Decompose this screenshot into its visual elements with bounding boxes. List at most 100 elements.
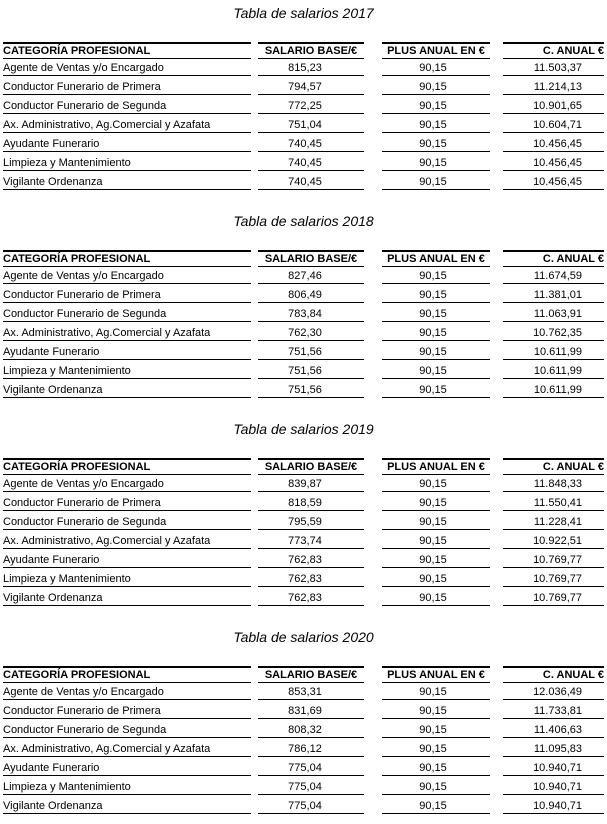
table-cell: 751,04 <box>258 118 364 133</box>
table-cell: 808,32 <box>258 723 364 738</box>
table-cell: 90,15 <box>382 761 490 776</box>
table-cell: 818,59 <box>258 496 364 511</box>
table-cell: 90,15 <box>382 383 490 398</box>
table-cell: 806,49 <box>258 288 364 303</box>
table-cell: 90,15 <box>382 364 490 379</box>
table-cell: 10.940,71 <box>503 761 604 776</box>
table-cell: Ayudante Funerario <box>3 345 251 360</box>
table-title: Tabla de salarios 2018 <box>233 213 374 229</box>
table-cell: 11.228,41 <box>503 515 604 530</box>
table-cell: 11.848,33 <box>503 477 604 492</box>
table-cell: 90,15 <box>382 742 490 757</box>
table-cell: 10.769,77 <box>503 553 604 568</box>
column-header: SALARIO BASE/€ <box>258 666 364 683</box>
table-cell: 783,84 <box>258 307 364 322</box>
table-cell: Agente de Ventas y/o Encargado <box>3 269 251 284</box>
table-cell: 90,15 <box>382 496 490 511</box>
table-cell: 90,15 <box>382 515 490 530</box>
table-cell: Vigilante Ordenanza <box>3 175 251 190</box>
table-cell: 90,15 <box>382 288 490 303</box>
table-cell: 751,56 <box>258 345 364 360</box>
table-cell: 740,45 <box>258 137 364 152</box>
table-title: Tabla de salarios 2019 <box>233 421 374 437</box>
table-cell: 90,15 <box>382 572 490 587</box>
table-cell: Ax. Administrativo, Ag.Comercial y Azafa… <box>3 742 251 757</box>
table-cell: 815,23 <box>258 61 364 76</box>
table-cell: 740,45 <box>258 156 364 171</box>
table-cell: 795,59 <box>258 515 364 530</box>
column-header: C. ANUAL € <box>503 42 604 59</box>
table-cell: 90,15 <box>382 704 490 719</box>
column-header: C. ANUAL € <box>503 458 604 475</box>
table-cell: Conductor Funerario de Primera <box>3 496 251 511</box>
table-cell: 794,57 <box>258 80 364 95</box>
table-cell: 751,56 <box>258 383 364 398</box>
table-cell: Conductor Funerario de Segunda <box>3 723 251 738</box>
table-cell: 90,15 <box>382 477 490 492</box>
table-cell: 740,45 <box>258 175 364 190</box>
table-cell: 11.406,63 <box>503 723 604 738</box>
table-cell: 90,15 <box>382 799 490 814</box>
column-header: PLUS ANUAL EN € <box>382 458 490 475</box>
table-cell: 90,15 <box>382 61 490 76</box>
column-header: SALARIO BASE/€ <box>258 42 364 59</box>
table-cell: Vigilante Ordenanza <box>3 591 251 606</box>
table-cell: Limpieza y Mantenimiento <box>3 572 251 587</box>
table-cell: Vigilante Ordenanza <box>3 799 251 814</box>
column-header: C. ANUAL € <box>503 250 604 267</box>
table-cell: 751,56 <box>258 364 364 379</box>
column-header: CATEGORÍA PROFESIONAL <box>3 458 251 475</box>
table-cell: Ax. Administrativo, Ag.Comercial y Azafa… <box>3 534 251 549</box>
table-cell: 10.922,51 <box>503 534 604 549</box>
table-cell: Ax. Administrativo, Ag.Comercial y Azafa… <box>3 118 251 133</box>
table-cell: 10.611,99 <box>503 364 604 379</box>
table-cell: Agente de Ventas y/o Encargado <box>3 61 251 76</box>
table-cell: Conductor Funerario de Primera <box>3 704 251 719</box>
table-cell: 827,46 <box>258 269 364 284</box>
table-cell: Ayudante Funerario <box>3 553 251 568</box>
table-cell: 90,15 <box>382 307 490 322</box>
table-cell: 831,69 <box>258 704 364 719</box>
table-cell: 10.611,99 <box>503 383 604 398</box>
table-cell: Conductor Funerario de Primera <box>3 80 251 95</box>
column-header: PLUS ANUAL EN € <box>382 666 490 683</box>
table-cell: Agente de Ventas y/o Encargado <box>3 685 251 700</box>
table-cell: 11.674,59 <box>503 269 604 284</box>
table-cell: 762,30 <box>258 326 364 341</box>
table-cell: 11.095,83 <box>503 742 604 757</box>
table-cell: 90,15 <box>382 137 490 152</box>
table-cell: 11.381,01 <box>503 288 604 303</box>
table-cell: 773,74 <box>258 534 364 549</box>
table-cell: 11.214,13 <box>503 80 604 95</box>
table-cell: Limpieza y Mantenimiento <box>3 364 251 379</box>
table-cell: 775,04 <box>258 780 364 795</box>
table-cell: 90,15 <box>382 534 490 549</box>
table-cell: Conductor Funerario de Segunda <box>3 99 251 114</box>
table-cell: Limpieza y Mantenimiento <box>3 156 251 171</box>
table-cell: Vigilante Ordenanza <box>3 383 251 398</box>
table-cell: 11.733,81 <box>503 704 604 719</box>
table-cell: 775,04 <box>258 799 364 814</box>
table-cell: 762,83 <box>258 591 364 606</box>
table-title: Tabla de salarios 2020 <box>233 629 374 645</box>
table-cell: 90,15 <box>382 99 490 114</box>
table-cell: 10.940,71 <box>503 780 604 795</box>
column-header: CATEGORÍA PROFESIONAL <box>3 250 251 267</box>
table-cell: 775,04 <box>258 761 364 776</box>
column-header: C. ANUAL € <box>503 666 604 683</box>
table-cell: 90,15 <box>382 553 490 568</box>
table-cell: 90,15 <box>382 175 490 190</box>
table-cell: 10.769,77 <box>503 572 604 587</box>
table-cell: 90,15 <box>382 80 490 95</box>
table-cell: Conductor Funerario de Primera <box>3 288 251 303</box>
table-cell: Conductor Funerario de Segunda <box>3 515 251 530</box>
table-cell: Conductor Funerario de Segunda <box>3 307 251 322</box>
table-cell: 10.611,99 <box>503 345 604 360</box>
table-cell: 10.456,45 <box>503 137 604 152</box>
table-cell: 10.769,77 <box>503 591 604 606</box>
column-header: CATEGORÍA PROFESIONAL <box>3 666 251 683</box>
table-cell: 90,15 <box>382 591 490 606</box>
table-cell: 11.550,41 <box>503 496 604 511</box>
table-cell: 90,15 <box>382 780 490 795</box>
